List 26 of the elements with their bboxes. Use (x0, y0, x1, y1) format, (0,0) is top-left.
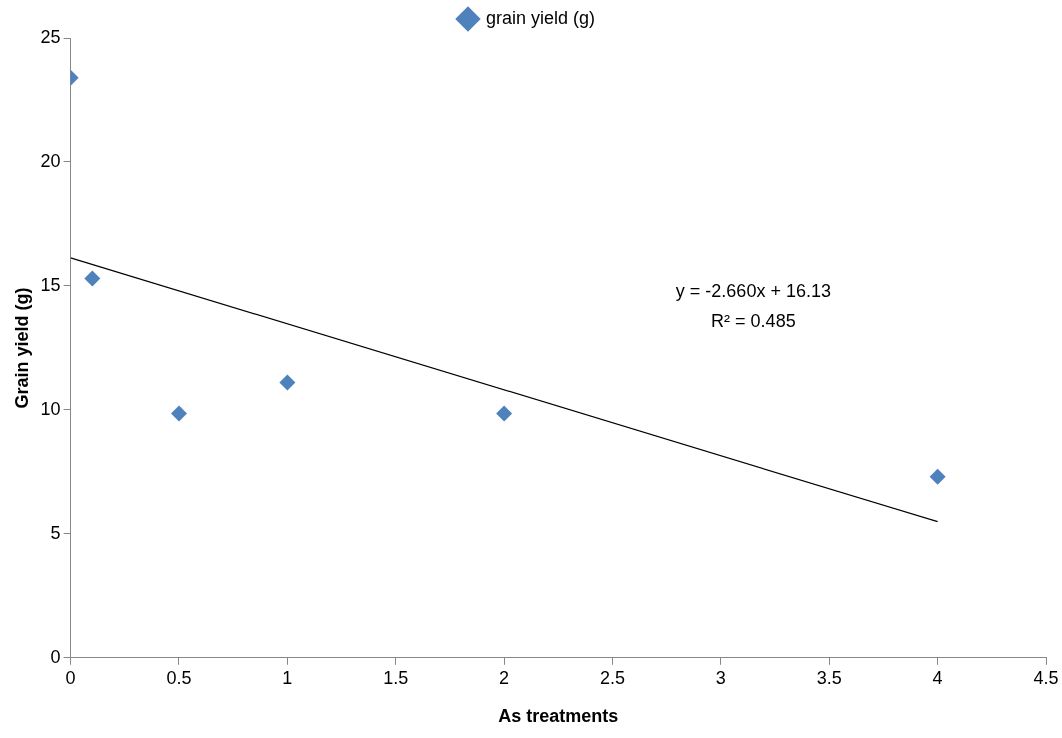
x-tick-label: 4.5 (1033, 667, 1059, 688)
x-tick-label: 2.5 (599, 667, 626, 688)
legend-label: grain yield (g) (485, 7, 596, 28)
x-tick-label: 1.5 (383, 667, 409, 688)
annotation: R² = 0.485 (711, 311, 796, 332)
x-tick-label: 4 (932, 667, 943, 688)
y-tick-label: 25 (40, 26, 61, 47)
y-tick-label: 5 (50, 522, 61, 543)
x-tick-label: 3 (715, 667, 726, 688)
x-tick-label: 2 (499, 667, 510, 688)
point (496, 405, 513, 422)
y-tick-label: 20 (40, 150, 61, 171)
annotation: y = -2.660x + 16.13 (675, 281, 831, 302)
x-tick-label: 0.5 (166, 667, 192, 688)
x-tick-label: 0 (65, 667, 76, 688)
x-axis-title: As treatments (498, 706, 619, 727)
y-axis-title: Grain yield (g) (11, 287, 32, 409)
point (279, 374, 296, 391)
y-tick-label: 0 (50, 646, 61, 667)
x-tick-label: 1 (282, 667, 293, 688)
point (84, 270, 101, 287)
y-tick-label: 10 (40, 398, 61, 419)
point (929, 468, 946, 485)
point (171, 405, 187, 422)
y-tick-label: 15 (40, 274, 61, 295)
x-tick-label: 3.5 (816, 667, 842, 688)
